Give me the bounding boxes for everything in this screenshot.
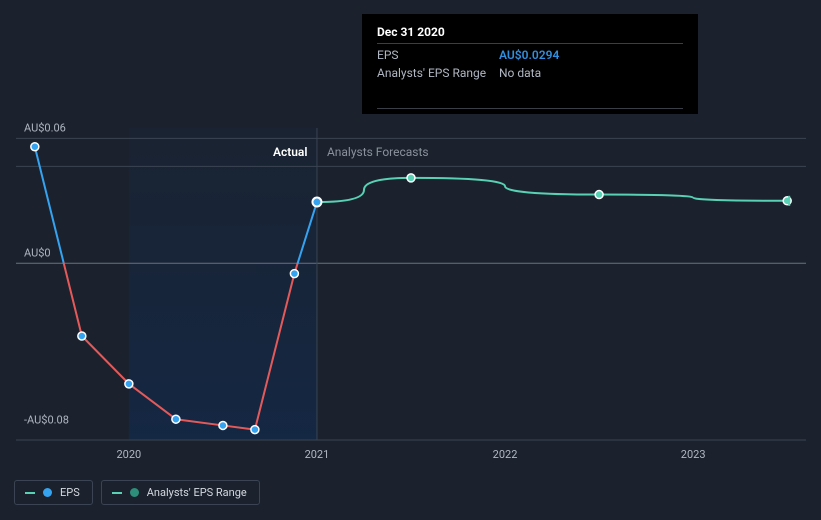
x-axis-label: 2022 [493, 448, 518, 461]
legend-label: Analysts' EPS Range [147, 486, 247, 499]
legend: EPS Analysts' EPS Range [14, 480, 260, 505]
tooltip-rows: EPS AU$0.0294 Analysts' EPS Range No dat… [377, 44, 683, 109]
tooltip-row-eps: EPS AU$0.0294 [377, 44, 683, 62]
region-label-actual: Actual [273, 145, 308, 159]
x-axis-label: 2023 [681, 448, 706, 461]
legend-line [112, 492, 122, 494]
x-axis-label: 2021 [305, 448, 330, 461]
tooltip-value: No data [499, 66, 541, 80]
tooltip-date: Dec 31 2020 [377, 25, 683, 44]
y-axis-label: AU$0.06 [24, 122, 66, 135]
legend-label: EPS [60, 486, 80, 499]
region-label-forecast: Analysts Forecasts [327, 145, 429, 159]
legend-dot [43, 488, 52, 497]
legend-line [25, 492, 35, 494]
tooltip-row-range: Analysts' EPS Range No data [377, 62, 683, 80]
legend-dot [130, 488, 139, 497]
tooltip: Dec 31 2020 EPS AU$0.0294 Analysts' EPS … [362, 14, 698, 114]
tooltip-key: EPS [377, 48, 499, 62]
chart-area[interactable]: Dec 31 2020 EPS AU$0.0294 Analysts' EPS … [0, 0, 821, 470]
tooltip-key: Analysts' EPS Range [377, 66, 499, 80]
x-axis-label: 2020 [116, 448, 141, 461]
tooltip-value: AU$0.0294 [499, 48, 559, 62]
legend-item-range[interactable]: Analysts' EPS Range [101, 480, 260, 505]
y-axis-label: AU$0 [24, 247, 51, 260]
chart-container: Dec 31 2020 EPS AU$0.0294 Analysts' EPS … [0, 0, 821, 520]
legend-item-eps[interactable]: EPS [14, 480, 93, 505]
y-axis-label: -AU$0.08 [24, 413, 69, 426]
